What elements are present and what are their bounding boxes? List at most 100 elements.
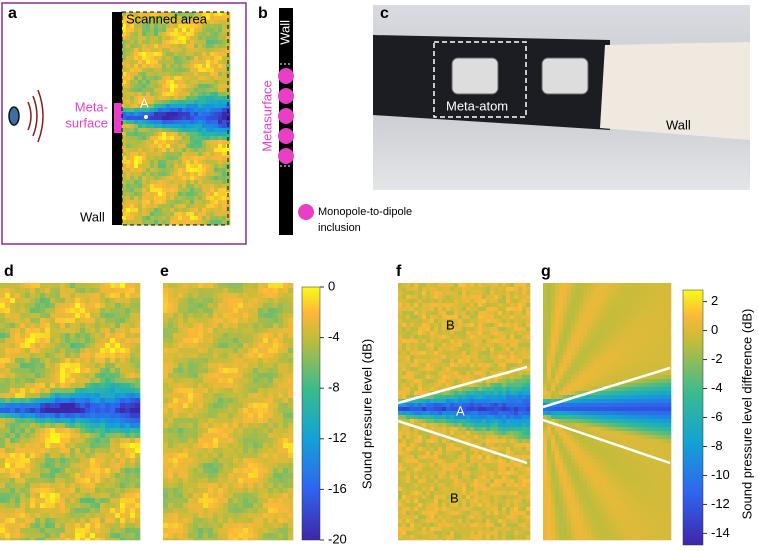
pixel bbox=[273, 503, 278, 508]
pixel bbox=[130, 538, 135, 540]
pixel bbox=[125, 368, 130, 373]
pixel bbox=[462, 359, 466, 363]
pixel bbox=[210, 28, 214, 32]
pixel bbox=[85, 323, 90, 328]
pixel bbox=[210, 172, 214, 176]
pixel bbox=[30, 368, 35, 373]
pixel bbox=[65, 418, 70, 423]
pixel bbox=[210, 44, 214, 48]
pixel bbox=[248, 423, 253, 428]
pixel bbox=[55, 463, 60, 468]
pixel bbox=[5, 303, 10, 308]
pixel bbox=[402, 299, 406, 303]
pixel bbox=[162, 96, 166, 100]
pixel bbox=[65, 523, 70, 528]
pixel bbox=[0, 323, 5, 328]
pixel bbox=[122, 120, 126, 124]
pixel bbox=[120, 333, 125, 338]
pixel bbox=[466, 315, 470, 319]
pixel bbox=[95, 423, 100, 428]
pixel bbox=[188, 458, 193, 463]
pixel bbox=[158, 168, 162, 172]
pixel bbox=[10, 478, 15, 483]
pixel bbox=[135, 433, 140, 438]
pixel bbox=[248, 303, 253, 308]
pixel bbox=[454, 283, 458, 287]
pixel bbox=[126, 156, 130, 160]
pixel bbox=[273, 443, 278, 448]
pixel bbox=[85, 368, 90, 373]
pixel bbox=[183, 308, 188, 313]
pixel bbox=[202, 176, 206, 180]
pixel bbox=[25, 323, 30, 328]
pixel bbox=[130, 120, 134, 124]
pixel bbox=[163, 403, 168, 408]
pixel bbox=[138, 36, 142, 40]
pixel bbox=[105, 458, 110, 463]
pixel bbox=[490, 355, 494, 359]
pixel bbox=[138, 80, 142, 84]
pixel bbox=[228, 513, 233, 518]
pixel bbox=[90, 313, 95, 318]
pixel bbox=[0, 533, 5, 538]
pixel bbox=[202, 56, 206, 60]
pixel bbox=[268, 378, 273, 383]
pixel bbox=[80, 313, 85, 318]
pixel bbox=[238, 288, 243, 293]
pixel bbox=[243, 313, 248, 318]
pixel bbox=[134, 92, 138, 96]
pixel bbox=[15, 308, 20, 313]
pixel bbox=[193, 538, 198, 540]
pixel bbox=[134, 128, 138, 132]
pixel bbox=[214, 192, 218, 196]
pixel bbox=[486, 311, 490, 315]
pixel bbox=[75, 538, 80, 540]
pixel bbox=[178, 498, 183, 503]
pixel bbox=[450, 303, 454, 307]
pixel bbox=[526, 355, 530, 359]
pixel bbox=[158, 132, 162, 136]
pixel bbox=[518, 359, 522, 363]
pixel bbox=[288, 343, 293, 348]
pixel bbox=[178, 176, 182, 180]
pixel bbox=[248, 313, 253, 318]
pixel bbox=[283, 393, 288, 398]
pixel bbox=[178, 180, 182, 184]
pixel bbox=[218, 88, 222, 92]
pixel bbox=[178, 313, 183, 318]
pixel bbox=[130, 288, 135, 293]
pixel bbox=[414, 291, 418, 295]
pixel bbox=[193, 423, 198, 428]
pixel bbox=[135, 393, 140, 398]
pixel bbox=[243, 353, 248, 358]
pixel bbox=[183, 373, 188, 378]
pixel bbox=[80, 438, 85, 443]
pixel bbox=[35, 313, 40, 318]
pixel bbox=[223, 458, 228, 463]
pixel bbox=[218, 24, 222, 28]
pixel bbox=[40, 508, 45, 513]
pixel bbox=[75, 513, 80, 518]
pixel bbox=[458, 307, 462, 311]
pixel bbox=[30, 323, 35, 328]
pixel bbox=[162, 36, 166, 40]
pixel bbox=[218, 212, 222, 216]
pixel bbox=[85, 463, 90, 468]
pixel bbox=[222, 64, 226, 68]
pixel bbox=[115, 518, 120, 523]
pixel bbox=[168, 398, 173, 403]
pixel bbox=[178, 168, 182, 172]
pixel bbox=[70, 423, 75, 428]
pixel bbox=[218, 96, 222, 100]
pixel bbox=[214, 68, 218, 72]
pixel bbox=[268, 443, 273, 448]
pixel bbox=[418, 347, 422, 351]
pixel bbox=[414, 311, 418, 315]
pixel bbox=[203, 443, 208, 448]
pixel bbox=[166, 28, 170, 32]
pixel bbox=[482, 299, 486, 303]
pixel bbox=[170, 92, 174, 96]
pixel bbox=[222, 24, 226, 28]
pixel bbox=[434, 339, 438, 343]
pixel bbox=[238, 468, 243, 473]
